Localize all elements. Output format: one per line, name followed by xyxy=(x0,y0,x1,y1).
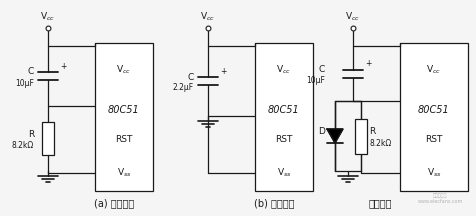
Bar xyxy=(95,43,153,191)
Text: +: + xyxy=(60,62,66,71)
Text: (a) 典型电路: (a) 典型电路 xyxy=(94,198,134,208)
Text: 80C51: 80C51 xyxy=(418,105,450,115)
Text: V$_{cc}$: V$_{cc}$ xyxy=(277,63,292,76)
Text: V$_{cc}$: V$_{cc}$ xyxy=(426,63,442,76)
Text: +: + xyxy=(220,67,227,76)
Text: 电子发烧友
www.elecfans.com: 电子发烧友 www.elecfans.com xyxy=(417,193,463,204)
Text: C: C xyxy=(28,67,34,76)
Text: 2.2μF: 2.2μF xyxy=(173,84,194,92)
Text: V$_{ss}$: V$_{ss}$ xyxy=(117,167,131,179)
Text: V$_{cc}$: V$_{cc}$ xyxy=(346,11,360,23)
Text: 8.2kΩ: 8.2kΩ xyxy=(369,138,391,148)
Text: V$_{ss}$: V$_{ss}$ xyxy=(426,167,441,179)
Bar xyxy=(42,122,54,155)
Text: C: C xyxy=(319,65,325,74)
Text: 改进电路: 改进电路 xyxy=(368,198,392,208)
Bar xyxy=(355,119,367,154)
Polygon shape xyxy=(327,129,343,143)
Text: +: + xyxy=(365,59,371,68)
Text: R: R xyxy=(28,130,34,139)
Text: V$_{ss}$: V$_{ss}$ xyxy=(277,167,291,179)
Text: V$_{cc}$: V$_{cc}$ xyxy=(117,63,131,76)
Text: C: C xyxy=(188,73,194,81)
Text: (b) 简化电路: (b) 简化电路 xyxy=(254,198,294,208)
Text: 80C51: 80C51 xyxy=(268,105,300,115)
Bar xyxy=(255,43,313,191)
Text: 10μF: 10μF xyxy=(306,76,325,85)
Text: V$_{cc}$: V$_{cc}$ xyxy=(40,11,56,23)
Text: V$_{cc}$: V$_{cc}$ xyxy=(200,11,216,23)
Text: R: R xyxy=(369,127,375,137)
Bar xyxy=(400,43,468,191)
Text: D: D xyxy=(318,127,325,137)
Text: RST: RST xyxy=(426,135,443,144)
Text: 8.2kΩ: 8.2kΩ xyxy=(12,141,34,150)
Text: 10μF: 10μF xyxy=(15,78,34,87)
Text: 80C51: 80C51 xyxy=(108,105,140,115)
Text: RST: RST xyxy=(275,135,293,144)
Text: RST: RST xyxy=(115,135,133,144)
